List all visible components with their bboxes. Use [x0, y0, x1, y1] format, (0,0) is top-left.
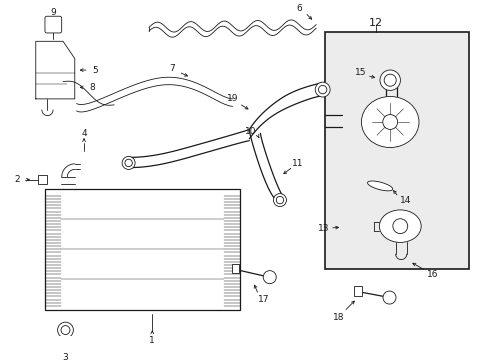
Text: 13: 13	[317, 224, 328, 233]
Text: 7: 7	[169, 64, 175, 73]
Ellipse shape	[367, 181, 392, 191]
Text: 8: 8	[89, 83, 95, 92]
Circle shape	[273, 194, 286, 207]
Ellipse shape	[379, 210, 420, 242]
Text: 17: 17	[258, 295, 269, 304]
Circle shape	[263, 271, 276, 284]
Text: 1: 1	[149, 336, 155, 345]
Text: 16: 16	[426, 270, 438, 279]
Text: 9: 9	[50, 8, 56, 17]
Circle shape	[382, 291, 395, 304]
Text: 2: 2	[14, 175, 20, 184]
Text: 4: 4	[81, 129, 87, 138]
Text: 3: 3	[62, 354, 68, 360]
Text: 18: 18	[332, 312, 344, 321]
Bar	[325, 32, 468, 269]
Text: 19: 19	[226, 94, 238, 103]
Circle shape	[58, 322, 73, 338]
Bar	[38, 175, 47, 184]
FancyBboxPatch shape	[45, 16, 61, 33]
Ellipse shape	[361, 96, 418, 148]
Bar	[353, 287, 361, 296]
Circle shape	[382, 114, 397, 130]
Circle shape	[122, 157, 135, 170]
Circle shape	[315, 82, 329, 97]
Text: 10: 10	[245, 127, 256, 136]
Bar	[231, 264, 239, 274]
Text: 6: 6	[296, 4, 302, 13]
Bar	[45, 189, 240, 310]
Text: 14: 14	[400, 196, 411, 205]
Text: 5: 5	[92, 66, 98, 75]
Text: 11: 11	[291, 159, 303, 168]
Text: 12: 12	[368, 18, 382, 28]
Circle shape	[379, 70, 400, 90]
Text: 15: 15	[354, 68, 366, 77]
